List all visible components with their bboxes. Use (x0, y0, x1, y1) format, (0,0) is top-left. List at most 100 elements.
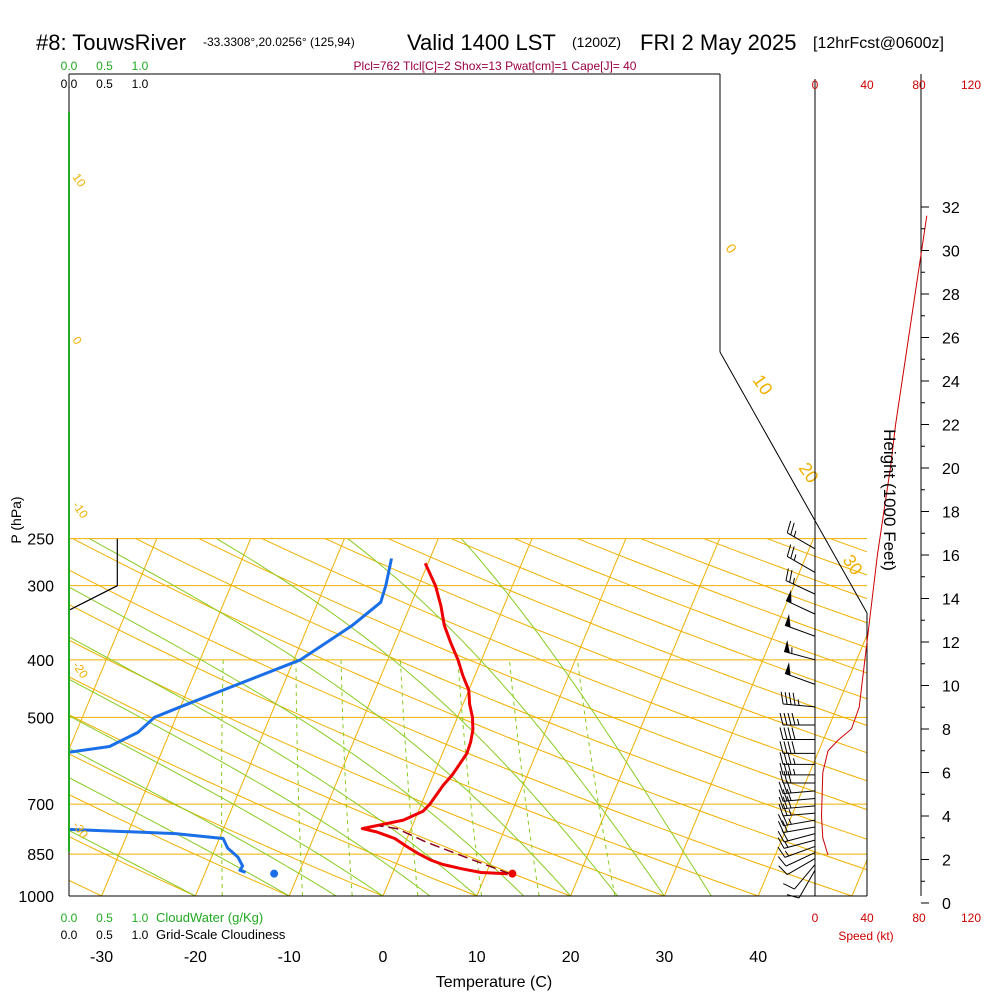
stability-indices: Plcl=762 Tlcl[C]=2 Shox=13 Pwat[cm]=1 Ca… (354, 59, 637, 73)
wind-barb-feather (788, 692, 792, 705)
speed-tick-label-bottom: 120 (961, 911, 981, 925)
wind-barb-staff (783, 826, 816, 834)
wind-barb-feather (791, 741, 796, 754)
wind-barb-half-feather (797, 718, 800, 726)
height-tick-label: 22 (942, 418, 960, 435)
wind-barb-feather (787, 741, 792, 754)
temperature-surface-marker (508, 869, 517, 878)
wind-barb-feather (786, 894, 800, 899)
wind-barb-feather (782, 789, 788, 802)
wind-barb-feather (782, 781, 788, 794)
isotherm-label: 0 (723, 241, 741, 257)
wind-barb-half-feather (793, 768, 796, 775)
isotherm-label: 10 (70, 171, 89, 190)
wind-barb-feather (780, 691, 784, 705)
mixing-ratio-line (295, 659, 303, 896)
wind-barb-feather (785, 568, 789, 581)
isotherm-line (288, 538, 439, 896)
pressure-tick-label: 500 (27, 710, 54, 727)
cloudwater-tick-bottom: 0.5 (96, 911, 113, 925)
height-tick-label: 4 (942, 809, 951, 826)
cloudwater-tick-top: 1.0 (132, 59, 149, 73)
temperature-line (360, 562, 508, 876)
isotherm-line (476, 538, 627, 896)
wind-barb-feather (783, 762, 788, 775)
wind-barb-feather (782, 803, 788, 816)
wind-barb-staff (787, 532, 816, 550)
cloudiness-tick-top: 0.5 (96, 77, 113, 91)
wind-barb-staff (784, 845, 816, 858)
dewpoint-line (69, 558, 393, 874)
speed-tick-label-bottom: 80 (912, 911, 926, 925)
wind-barb-feather (783, 883, 795, 890)
dry-adiabat-line (69, 753, 384, 896)
pressure-tick-label: 700 (27, 797, 54, 814)
wind-barb-half-feather (793, 554, 797, 561)
cloudiness-tick-bottom: 1.0 (132, 928, 149, 942)
moist-adiabat-line (69, 678, 431, 896)
dry-adiabat-line (577, 538, 867, 649)
isotherm-line (194, 538, 345, 896)
moist-adiabat-line (216, 538, 618, 896)
wind-barb-feather (784, 692, 788, 705)
isotherm-label: 20 (795, 459, 823, 487)
isotherm-label: 30 (839, 551, 867, 579)
wind-barb-staff (784, 624, 816, 637)
wind-barb-staff (794, 864, 816, 890)
wind-barb-staff (783, 819, 816, 827)
height-tick-label: 18 (942, 505, 960, 522)
wind-barb-feather (786, 781, 792, 794)
pressure-tick-label: 850 (27, 847, 54, 864)
cloudwater-tick-bottom: 1.0 (132, 911, 149, 925)
wind-barb-feather (789, 570, 793, 583)
wind-barb-feather (786, 788, 792, 801)
mixing-ratio-label: 3 (356, 901, 371, 916)
mixing-ratio-line (457, 659, 483, 896)
wind-barb-feather (781, 820, 788, 833)
isotherm-line (382, 538, 533, 896)
moist-adiabat-line (69, 747, 337, 896)
wind-barb-staff (783, 812, 816, 817)
wind-barb-half-feather (788, 809, 792, 816)
height-tick-label: 16 (942, 548, 960, 565)
temperature-tick-label: 40 (749, 949, 767, 966)
moist-adiabat-line (89, 538, 571, 896)
pressure-tick-label: 400 (27, 653, 54, 670)
dry-adiabat-line (388, 538, 867, 726)
dry-adiabat-line (451, 538, 867, 700)
wind-barb-feather (787, 727, 792, 740)
moist-adiabat-line (347, 538, 665, 896)
wind-barb-feather (783, 752, 788, 765)
wind-barb-pennant (785, 589, 792, 604)
wind-barb-half-feather (793, 530, 797, 537)
dry-adiabat-line (69, 794, 290, 896)
mixing-ratio-label: 8 (484, 901, 499, 916)
wind-barb-feather (777, 837, 785, 849)
wind-barb-feather (791, 712, 796, 726)
wind-barb-feather (787, 770, 792, 784)
speed-tick-label-top: 120 (961, 78, 981, 92)
wind-barb-feather (782, 796, 788, 809)
cloudwater-label: CloudWater (g/Kg) (156, 910, 263, 925)
cloudiness-line (69, 538, 118, 611)
dry-adiabat-line (69, 836, 196, 896)
temperature-tick-label: 30 (656, 949, 674, 966)
wind-barb-feather (778, 865, 788, 875)
dry-adiabat-line (69, 639, 665, 896)
station-coords: -33.3308°,20.0256° (125,94) (203, 35, 355, 49)
dry-adiabat-line (69, 604, 759, 896)
height-tick-label: 10 (942, 679, 960, 696)
speed-tick-label-bottom: 0 (812, 911, 819, 925)
moist-adiabat-line (69, 715, 384, 896)
temperature-tick-label: -10 (278, 949, 301, 966)
wind-barb-feather (783, 770, 788, 784)
temperature-tick-label: 0 (379, 949, 388, 966)
wind-barb-feather (778, 781, 784, 794)
wind-barb-staff (785, 600, 816, 615)
height-tick-label: 20 (942, 461, 960, 478)
wind-barb-staff (783, 839, 816, 849)
dry-adiabat-line (69, 569, 853, 896)
station-title: #8: TouwsRiver (36, 30, 186, 55)
wind-barb-feather (792, 692, 796, 706)
